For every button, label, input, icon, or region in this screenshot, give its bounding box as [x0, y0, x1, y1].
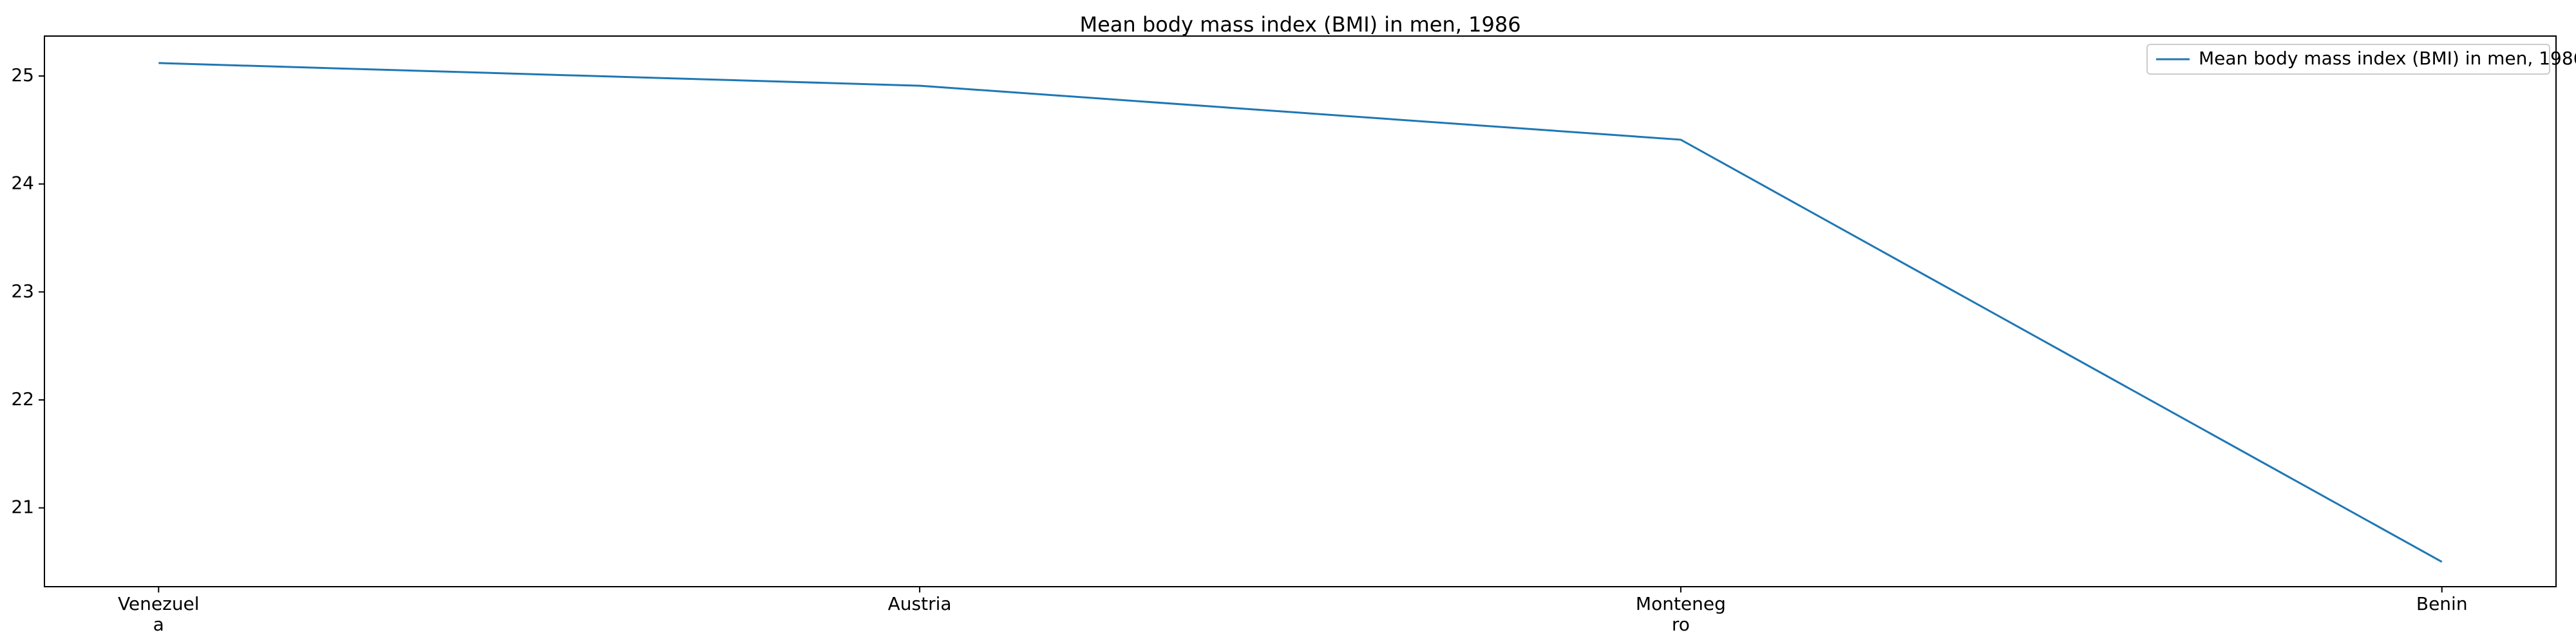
x-tick-label: Monteneg ro: [1636, 593, 1726, 635]
x-tick-label: Austria: [888, 593, 952, 614]
y-tick-label: 25: [11, 64, 34, 86]
legend-box: [2146, 44, 2550, 75]
y-tick-label: 22: [11, 388, 34, 410]
y-tick-label: 23: [11, 280, 34, 301]
legend-label: Mean body mass index (BMI) in men, 1986: [2199, 48, 2576, 69]
data-line: [158, 62, 2443, 563]
y-tick-label: 21: [11, 497, 34, 518]
plot-frame: [44, 35, 2557, 587]
x-tick-label: Benin: [2416, 593, 2468, 614]
chart-title: Mean body mass index (BMI) in men, 1986: [1079, 12, 1520, 37]
x-tick-label: Venezuel a: [118, 593, 200, 635]
y-tick-label: 24: [11, 173, 34, 194]
